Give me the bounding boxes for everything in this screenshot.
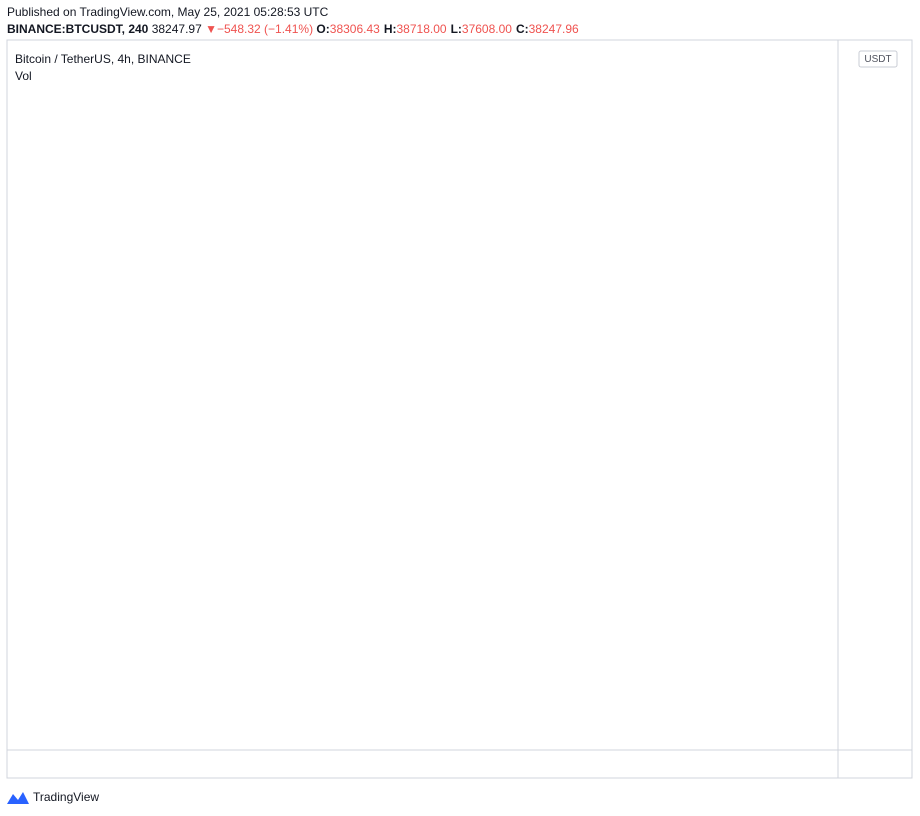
footer-logo: TradingView — [7, 790, 99, 804]
ohlc: O:38306.43 H:38718.00 L:37608.00 C:38247.96 — [316, 22, 582, 36]
ohlc-key: O: — [316, 22, 330, 36]
chart-title: Bitcoin / TetherUS, 4h, BINANCE — [15, 52, 191, 66]
ohlc-key: L: — [450, 22, 462, 36]
volume-label: Vol — [15, 69, 32, 83]
chart-frame — [6, 39, 913, 779]
last-price: 38247.97 — [151, 22, 202, 36]
change-arrow: ▼ — [205, 22, 217, 36]
published-line: Published on TradingView.com, May 25, 20… — [7, 5, 329, 19]
currency: USDT — [864, 54, 891, 65]
ohlc-value: 38306.43 — [329, 22, 380, 36]
ohlc-key: C: — [515, 22, 529, 36]
ohlc-value: 37608.00 — [461, 22, 512, 36]
change: −548.32 (−1.41%) — [217, 22, 314, 36]
ohlc-value: 38718.00 — [396, 22, 447, 36]
header: Published on TradingView.com, May 25, 20… — [7, 4, 583, 38]
quote-line: BINANCE:BTCUSDT, 240 38247.97 ▼−548.32 (… — [7, 21, 583, 38]
ohlc-key: H: — [383, 22, 397, 36]
symbol: BINANCE:BTCUSDT, 240 — [7, 22, 149, 36]
ohlc-value: 38247.96 — [528, 22, 579, 36]
logo-icon — [7, 792, 29, 804]
currency-badge — [858, 50, 898, 68]
brand: TradingView — [33, 790, 99, 804]
